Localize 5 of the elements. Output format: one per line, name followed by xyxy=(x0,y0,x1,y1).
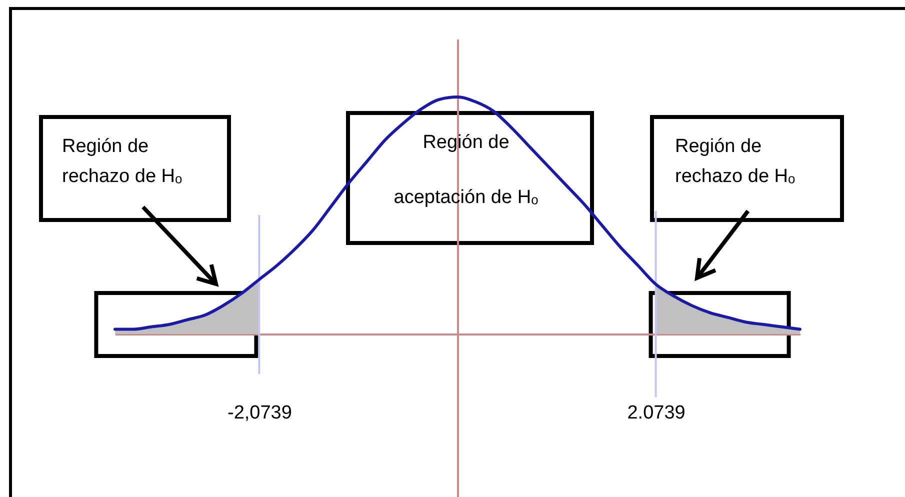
text: Región de aceptación de Hₒ xyxy=(394,132,538,208)
annotation: Región de rechazo de Hₒ xyxy=(62,136,182,187)
x-tick-label: 2.0739 xyxy=(627,402,686,424)
x-tick-label: -2,0739 xyxy=(227,402,292,424)
annotation: Región de rechazo de Hₒ xyxy=(675,136,796,187)
